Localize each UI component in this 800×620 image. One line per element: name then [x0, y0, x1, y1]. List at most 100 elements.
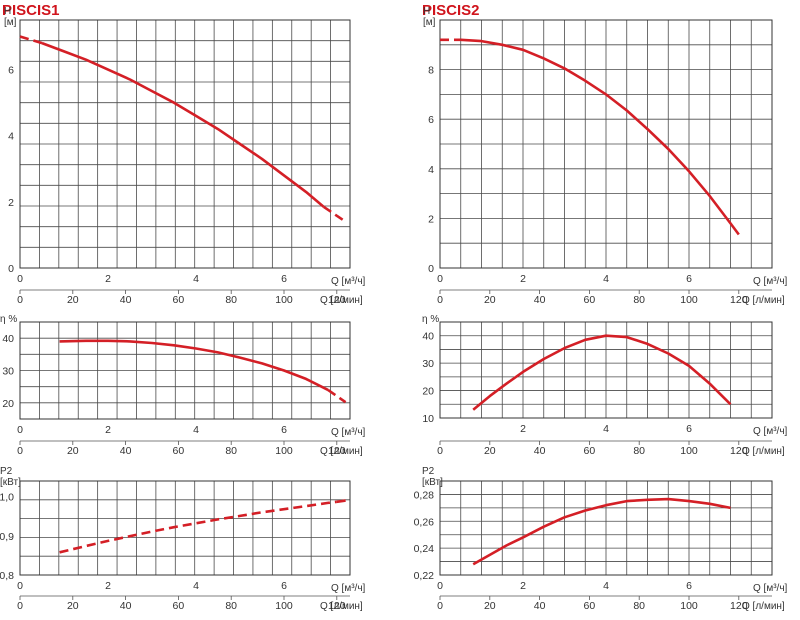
x-tick-label: 2 — [520, 580, 526, 592]
secondary-tick-label: 100 — [275, 294, 293, 306]
secondary-tick-label: 80 — [633, 445, 645, 457]
x-tick-label: 6 — [281, 580, 287, 592]
x-axis-label: Q [м³/ч] — [331, 583, 366, 594]
x-tick-label: 6 — [686, 580, 692, 592]
y-tick-label: 1,0 — [0, 492, 14, 504]
y-axis-label: [м] — [423, 17, 436, 28]
y-tick-label: 2 — [8, 197, 14, 209]
secondary-tick-label: 80 — [225, 445, 237, 457]
series-line — [460, 38, 740, 236]
series-line-dashed — [322, 205, 347, 223]
series-line-dashed — [327, 388, 347, 404]
y-tick-label: 0 — [8, 263, 14, 275]
y-tick-label: 20 — [2, 398, 14, 410]
secondary-axis-label: Q [л/мин] — [320, 295, 363, 306]
x-tick-label: 2 — [105, 580, 111, 592]
secondary-tick-label: 60 — [173, 600, 185, 612]
secondary-tick-label: 120 — [730, 294, 748, 306]
series-line — [336, 499, 346, 504]
secondary-tick-label: 80 — [225, 600, 237, 612]
grid — [20, 481, 350, 575]
y-tick-label: 40 — [422, 331, 434, 343]
secondary-axis-label: Q [л/мин] — [742, 601, 785, 612]
x-axis-label: Q [м³/ч] — [753, 426, 788, 437]
x-tick-label: 2 — [105, 273, 111, 285]
secondary-tick-label: 100 — [275, 445, 293, 457]
secondary-tick-label: 120 — [730, 600, 748, 612]
series-line-dashed — [19, 35, 43, 45]
secondary-tick-label: 100 — [680, 600, 698, 612]
y-tick-label: 2 — [428, 213, 434, 225]
secondary-tick-label: 40 — [534, 294, 546, 306]
secondary-tick-label: 80 — [633, 600, 645, 612]
x-tick-label: 4 — [193, 424, 199, 436]
secondary-tick-label: 20 — [484, 600, 496, 612]
series-line — [41, 41, 325, 208]
x-tick-label: 6 — [281, 273, 287, 285]
plot-frame — [19, 321, 351, 420]
y-axis-label: [кВт] — [422, 477, 443, 488]
y-axis-label: H — [423, 6, 430, 17]
secondary-axis-label: Q [л/мин] — [320, 601, 363, 612]
x-tick-label: 0 — [17, 424, 23, 436]
y-tick-label: 20 — [422, 386, 434, 398]
x-tick-label: 6 — [686, 423, 692, 435]
x-tick-label: 2 — [105, 424, 111, 436]
x-tick-label: 2 — [520, 423, 526, 435]
y-tick-label: 0,8 — [0, 570, 14, 582]
y-tick-label: 0,28 — [414, 489, 435, 501]
secondary-tick-label: 20 — [67, 600, 79, 612]
secondary-tick-label: 100 — [680, 445, 698, 457]
x-tick-label: 0 — [437, 273, 443, 285]
y-tick-label: 30 — [422, 358, 434, 370]
secondary-tick-label: 60 — [173, 294, 185, 306]
x-tick-label: 2 — [520, 273, 526, 285]
secondary-tick-label: 0 — [17, 600, 23, 612]
plot-frame — [19, 19, 351, 269]
secondary-tick-label: 40 — [120, 294, 132, 306]
x-tick-label: 4 — [603, 580, 609, 592]
grid — [440, 481, 772, 575]
series-line — [472, 497, 731, 566]
y-tick-label: 8 — [428, 65, 434, 77]
chart-p1-p2: 0,8 0,9 1,0 P2[кВт] 0 2 4 6 Q [м³/ч] 0 20 40 60 80 100… — [0, 466, 366, 612]
y-tick-label: 4 — [8, 131, 14, 143]
secondary-tick-label: 40 — [120, 445, 132, 457]
x-axis-label: Q [м³/ч] — [753, 583, 788, 594]
y-axis-label: P2 — [0, 466, 13, 477]
secondary-tick-label: 120 — [328, 445, 346, 457]
secondary-tick-label: 120 — [730, 445, 748, 457]
y-axis-label: η % — [422, 314, 439, 325]
secondary-tick-label: 60 — [584, 600, 596, 612]
secondary-tick-label: 20 — [67, 445, 79, 457]
grid — [440, 322, 772, 418]
secondary-tick-label: 40 — [120, 600, 132, 612]
y-axis-label: P2 — [422, 466, 435, 477]
secondary-tick-label: 20 — [484, 294, 496, 306]
secondary-tick-label: 20 — [67, 294, 79, 306]
secondary-tick-label: 20 — [484, 445, 496, 457]
y-tick-label: 30 — [2, 366, 14, 378]
plot-frame — [439, 19, 773, 269]
y-tick-label: 0,26 — [414, 516, 435, 528]
x-tick-label: 4 — [193, 580, 199, 592]
secondary-tick-label: 120 — [328, 600, 346, 612]
secondary-tick-label: 80 — [225, 294, 237, 306]
secondary-tick-label: 120 — [328, 294, 346, 306]
x-tick-label: 6 — [686, 273, 692, 285]
x-tick-label: 4 — [603, 273, 609, 285]
y-axis-label: H — [4, 6, 11, 17]
series-line — [59, 339, 329, 392]
x-tick-label: 4 — [603, 423, 609, 435]
secondary-tick-label: 100 — [680, 294, 698, 306]
x-axis-label: Q [м³/ч] — [753, 276, 788, 287]
x-tick-label: 4 — [193, 273, 199, 285]
x-tick-label: 0 — [17, 580, 23, 592]
secondary-axis-label: Q [л/мин] — [742, 295, 785, 306]
pump-title-piscis1: PISCIS1 — [2, 2, 60, 19]
